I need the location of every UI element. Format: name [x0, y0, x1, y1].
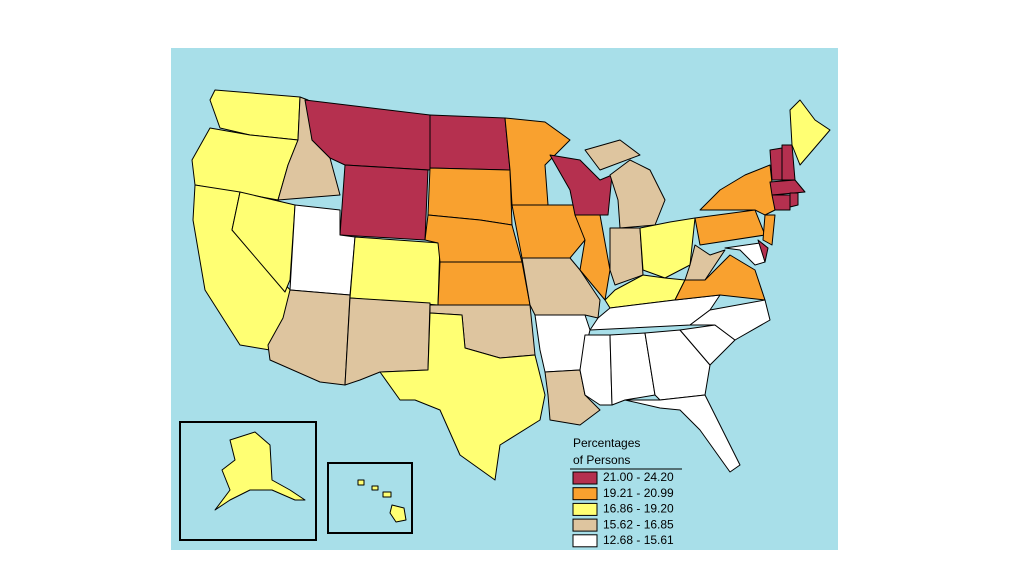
state — [609, 227, 644, 286]
state — [769, 147, 783, 181]
state — [624, 394, 741, 473]
legend-label: 19.21 - 20.99 — [603, 486, 674, 500]
state — [214, 431, 306, 511]
legend-label: 21.00 - 24.20 — [603, 470, 674, 484]
state — [724, 242, 766, 266]
state — [757, 239, 769, 263]
state — [789, 192, 799, 208]
state — [762, 214, 776, 246]
legend-label: 15.62 - 16.85 — [603, 517, 674, 531]
state — [684, 244, 726, 281]
state — [382, 491, 392, 498]
state — [511, 204, 586, 259]
legend-title: of Persons — [573, 453, 630, 467]
state — [609, 332, 656, 406]
state — [231, 191, 296, 293]
legend-swatch — [572, 471, 598, 485]
state — [357, 479, 365, 486]
state — [579, 334, 613, 406]
legend-title: Percentages — [573, 436, 640, 450]
state — [339, 164, 429, 241]
state — [789, 99, 831, 166]
legend-swatch — [572, 518, 598, 532]
state — [504, 117, 571, 206]
state — [371, 485, 379, 491]
state — [349, 236, 441, 306]
legend-label: 16.86 - 19.20 — [603, 502, 674, 516]
state — [437, 261, 531, 306]
legend-label: 12.68 - 15.61 — [603, 533, 674, 547]
legend-swatch — [572, 534, 598, 548]
state — [769, 179, 806, 196]
state — [689, 299, 771, 341]
state — [589, 294, 721, 331]
state — [549, 154, 613, 216]
state — [771, 194, 791, 211]
state — [379, 312, 546, 481]
legend-swatch — [572, 487, 598, 501]
state — [609, 159, 666, 229]
legend-swatch — [572, 502, 598, 516]
states — [191, 89, 831, 523]
state — [429, 114, 511, 171]
alaska-inset — [179, 421, 317, 541]
state — [389, 504, 407, 523]
state — [584, 139, 641, 171]
legend: Percentages of Persons 21.00 - 24.20 19.2… — [570, 436, 682, 548]
hawaii-inset — [327, 462, 413, 534]
